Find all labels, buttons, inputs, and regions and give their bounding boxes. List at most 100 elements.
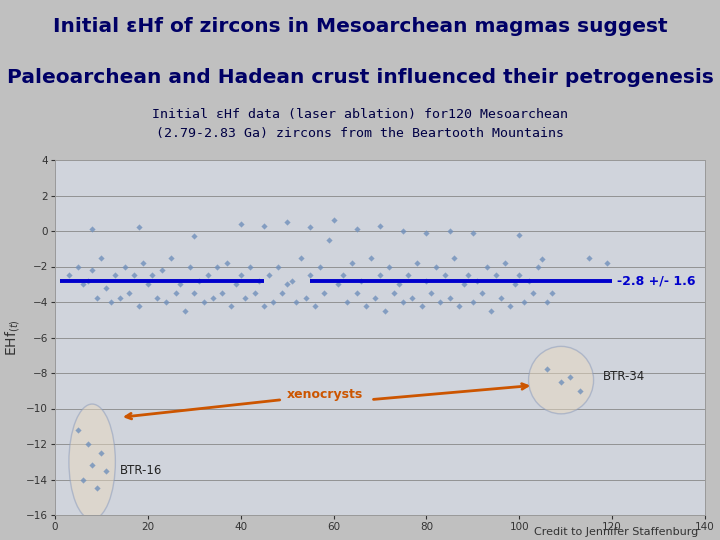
Point [397, 227, 409, 235]
Point [518, 298, 530, 306]
Point [119, 262, 130, 271]
Point [407, 294, 418, 303]
Point [337, 271, 348, 280]
Point [323, 235, 335, 244]
Point [295, 253, 307, 262]
Text: BTR-16: BTR-16 [120, 464, 163, 477]
Point [430, 262, 441, 271]
Point [82, 440, 94, 448]
Point [342, 298, 354, 306]
Point [156, 266, 168, 274]
Point [109, 271, 121, 280]
Point [314, 262, 325, 271]
Point [477, 289, 488, 298]
Point [217, 289, 228, 298]
Point [328, 216, 339, 225]
Point [124, 289, 135, 298]
Ellipse shape [69, 404, 115, 519]
Point [449, 253, 460, 262]
Point [309, 301, 320, 310]
Point [379, 307, 390, 315]
Point [411, 259, 423, 267]
Point [82, 276, 94, 285]
Point [244, 262, 256, 271]
Point [426, 289, 437, 298]
Point [504, 301, 516, 310]
Point [91, 484, 102, 492]
Point [73, 426, 84, 434]
Point [444, 227, 456, 235]
Text: Initial εHf of zircons in Mesoarchean magmas suggest: Initial εHf of zircons in Mesoarchean ma… [53, 17, 667, 36]
Point [467, 228, 479, 237]
Point [384, 262, 395, 271]
Point [458, 280, 469, 288]
Point [472, 276, 483, 285]
Point [207, 294, 219, 303]
Point [439, 271, 451, 280]
Point [198, 298, 210, 306]
Point [555, 377, 567, 386]
Point [230, 280, 242, 288]
Point [225, 301, 237, 310]
Point [481, 262, 492, 271]
Point [174, 280, 186, 288]
Point [105, 298, 117, 306]
Point [235, 220, 246, 228]
Point [161, 298, 172, 306]
Point [86, 266, 98, 274]
Point [416, 301, 428, 310]
Point [444, 294, 456, 303]
Point [500, 259, 511, 267]
Point [564, 372, 576, 381]
Point [546, 289, 557, 298]
Point [393, 280, 405, 288]
Point [583, 253, 595, 262]
Point [541, 298, 553, 306]
Point [96, 449, 107, 457]
Point [369, 294, 381, 303]
Point [132, 301, 144, 310]
Point [388, 289, 400, 298]
Point [249, 289, 261, 298]
Point [351, 289, 363, 298]
Point [128, 271, 140, 280]
Point [263, 271, 274, 280]
Point [365, 253, 377, 262]
Point [346, 259, 358, 267]
Text: -2.8 +/- 1.6: -2.8 +/- 1.6 [617, 274, 696, 287]
Point [291, 298, 302, 306]
Point [212, 262, 223, 271]
Text: Paleoarchean and Hadean crust influenced their petrogenesis: Paleoarchean and Hadean crust influenced… [6, 69, 714, 87]
Point [435, 298, 446, 306]
Point [253, 276, 265, 285]
Text: Credit to Jennifer Staffenburg: Credit to Jennifer Staffenburg [534, 527, 698, 537]
Point [305, 223, 316, 232]
Point [77, 280, 89, 288]
Point [258, 221, 270, 230]
Point [240, 294, 251, 303]
Point [73, 262, 84, 271]
Point [276, 289, 288, 298]
Point [305, 271, 316, 280]
Point [202, 271, 214, 280]
Y-axis label: EHf$_{(t)}$: EHf$_{(t)}$ [3, 319, 22, 356]
Point [100, 467, 112, 475]
Point [86, 225, 98, 233]
Point [221, 259, 233, 267]
Point [402, 271, 413, 280]
Point [147, 271, 158, 280]
Point [166, 253, 177, 262]
Point [142, 280, 153, 288]
Point [356, 276, 367, 285]
Point [100, 284, 112, 292]
Point [138, 259, 149, 267]
Point [170, 289, 181, 298]
Point [397, 298, 409, 306]
Point [272, 262, 284, 271]
Text: Initial εHf data (laser ablation) for120 Mesoarchean
(2.79-2.83 Ga) zircons from: Initial εHf data (laser ablation) for120… [152, 108, 568, 140]
Text: BTR-34: BTR-34 [603, 370, 645, 383]
Point [193, 276, 204, 285]
Point [267, 298, 279, 306]
Point [513, 230, 525, 239]
Point [86, 461, 98, 470]
